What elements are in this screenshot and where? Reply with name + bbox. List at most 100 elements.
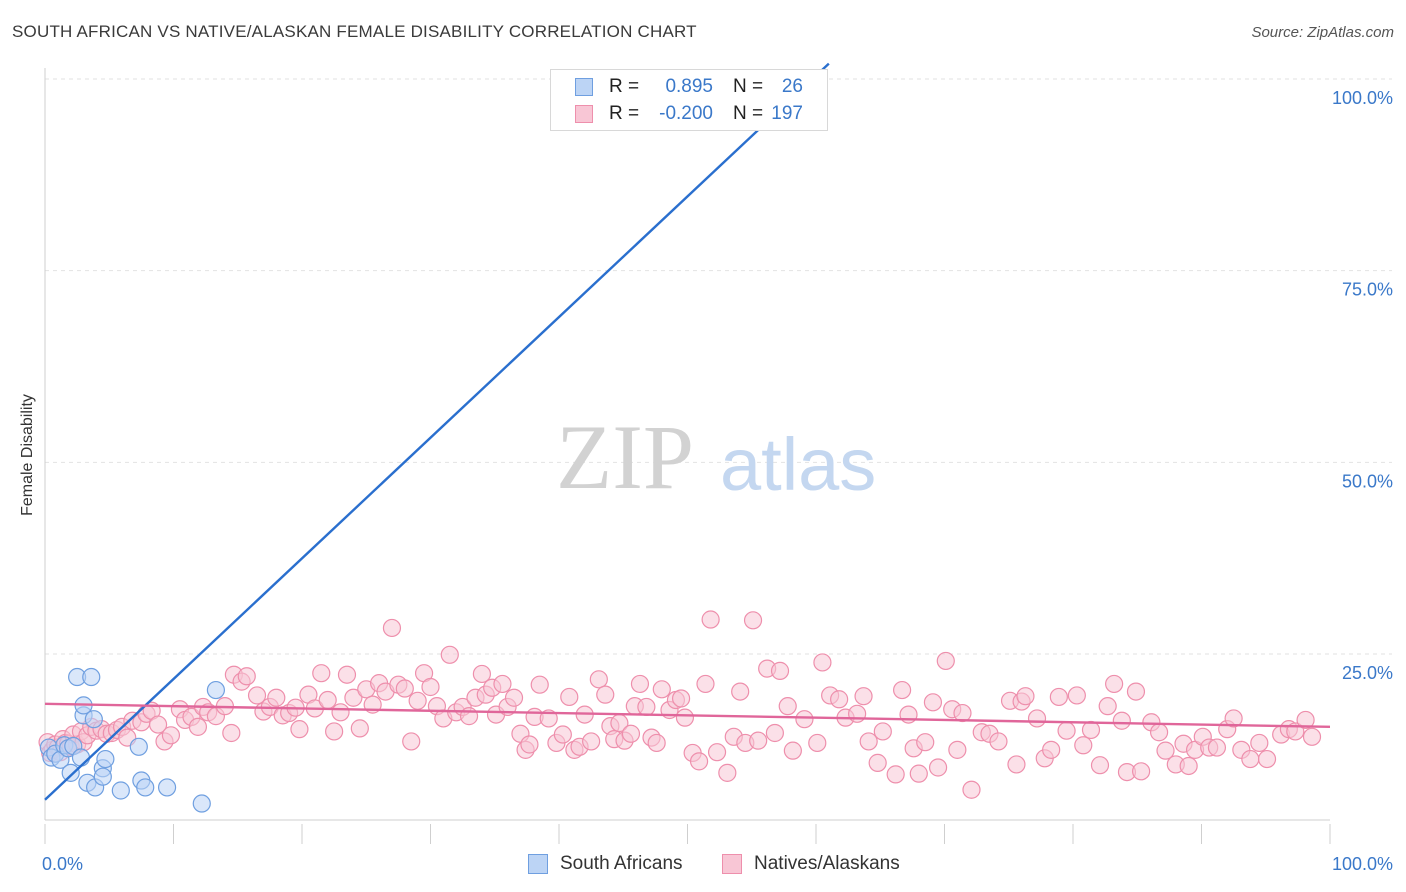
natives-alaskans-point	[1126, 682, 1146, 701]
natives-alaskans-point	[1207, 738, 1227, 757]
natives-alaskans-point	[1090, 756, 1110, 775]
south-africans-point	[82, 667, 101, 687]
natives-alaskans-point	[560, 687, 579, 707]
south-africans-point	[111, 781, 130, 800]
natives-alaskans-point	[989, 732, 1008, 751]
natives-alaskans-point	[344, 688, 363, 707]
natives-alaskans-point	[647, 733, 666, 753]
natives-alaskans-point	[770, 661, 790, 680]
natives-alaskans-point	[440, 645, 459, 664]
natives-alaskans-point	[1224, 709, 1243, 728]
legend-n-value: 197	[771, 103, 803, 124]
natives-alaskans-point	[637, 697, 656, 717]
natives-alaskans-point	[589, 670, 608, 689]
natives-alaskans-point	[1250, 733, 1269, 753]
natives-alaskans-point	[493, 674, 512, 694]
natives-alaskans-point	[1302, 727, 1322, 746]
natives-alaskans-point	[909, 764, 928, 783]
natives-alaskans-point	[318, 690, 337, 710]
watermark-zip: ZIP	[556, 406, 694, 508]
y-tick-label: 75.0%	[1342, 280, 1393, 300]
series-swatch-pink	[722, 854, 742, 874]
natives-alaskans-point	[923, 693, 943, 712]
legend-r-value: -0.200	[659, 103, 713, 124]
natives-alaskans-point	[962, 780, 981, 799]
south-africans-point	[84, 710, 103, 729]
south-africans-point	[192, 794, 211, 813]
natives-alaskans-point	[1241, 749, 1260, 769]
natives-alaskans-point	[675, 708, 695, 727]
natives-alaskans-point	[707, 743, 727, 762]
trend-lines	[44, 62, 1331, 801]
natives-alaskans-point	[696, 674, 715, 694]
x-tick-label-min: 0.0%	[42, 854, 83, 874]
legend-r-label: R =	[609, 103, 640, 124]
watermark: ZIP atlas	[556, 406, 876, 508]
natives-alaskans-point	[1098, 697, 1117, 716]
natives-alaskans-point	[1081, 720, 1101, 740]
natives-alaskans-point	[621, 724, 641, 743]
natives-alaskans-point	[312, 664, 331, 683]
south-africans-trend-line	[44, 62, 830, 801]
natives-alaskans-point	[928, 758, 948, 777]
natives-alaskans-point	[337, 665, 357, 684]
south-africans-point	[96, 749, 115, 769]
natives-alaskans-point	[530, 675, 549, 694]
gridlines	[45, 78, 1392, 655]
natives-alaskans-point	[1007, 755, 1026, 774]
natives-alaskans-point	[402, 732, 421, 751]
x-tick-label-max: 100.0%	[1332, 854, 1393, 874]
chart-source: Source: ZipAtlas.com	[1251, 24, 1394, 41]
natives-alaskans-point	[848, 704, 867, 723]
series-swatch-blue	[528, 854, 548, 874]
y-tick-label: 25.0%	[1342, 663, 1393, 683]
south-africans-point	[61, 763, 80, 782]
natives-alaskans-point	[808, 733, 827, 753]
legend-r-value: 0.895	[665, 76, 713, 97]
south-africans-point	[129, 737, 148, 756]
natives-alaskans-point	[859, 732, 878, 751]
tick-labels: 100.0% 75.0% 50.0% 25.0% 0.0% 100.0%	[42, 88, 1393, 874]
natives-alaskans-point	[421, 677, 440, 697]
natives-alaskans-point	[331, 703, 350, 722]
natives-alaskans-point	[539, 709, 558, 728]
natives-alaskans-point	[148, 715, 168, 734]
natives-alaskans-point	[916, 733, 935, 752]
natives-alaskans-point	[948, 740, 967, 759]
natives-alaskans-point	[1179, 756, 1198, 776]
watermark-atlas: atlas	[720, 423, 876, 506]
natives-alaskans-point	[1027, 709, 1047, 728]
natives-alaskans-point	[701, 610, 720, 629]
south-africans-point	[71, 748, 91, 767]
series-legend: South Africans Natives/Alaskans	[0, 852, 1406, 876]
natives-alaskans-point	[1016, 687, 1035, 706]
south-africans-point	[157, 778, 177, 797]
legend-n-value: 26	[781, 76, 803, 97]
natives-alaskans-point	[1057, 721, 1076, 740]
natives-alaskans-point	[325, 722, 344, 741]
natives-alaskans-point	[892, 680, 912, 700]
natives-alaskans-point	[161, 726, 181, 745]
natives-alaskans-point	[1112, 711, 1131, 730]
natives-alaskans-point	[830, 690, 849, 709]
natives-alaskans-point	[783, 741, 802, 760]
natives-alaskans-point	[1049, 687, 1068, 707]
axes	[44, 68, 1331, 844]
natives-alaskans-point	[630, 674, 650, 694]
south-africans-point	[93, 767, 112, 786]
natives-alaskans-point	[795, 710, 814, 729]
natives-alaskans-point	[1067, 686, 1086, 705]
natives-alaskans-point	[408, 691, 427, 710]
natives-alaskans-point	[1132, 762, 1151, 781]
natives-alaskans-point	[689, 752, 709, 771]
natives-alaskans-point	[731, 682, 750, 701]
natives-alaskans-point	[1296, 710, 1315, 730]
natives-alaskans-point	[188, 717, 208, 736]
natives-alaskans-point	[671, 689, 691, 708]
series-legend-label: Natives/Alaskans	[754, 853, 900, 874]
natives-alaskans-point	[1156, 741, 1175, 760]
natives-alaskans-point	[237, 667, 256, 686]
natives-alaskans-point	[749, 731, 768, 750]
natives-alaskans-point	[953, 703, 972, 723]
legend-n-label: N =	[733, 103, 764, 124]
